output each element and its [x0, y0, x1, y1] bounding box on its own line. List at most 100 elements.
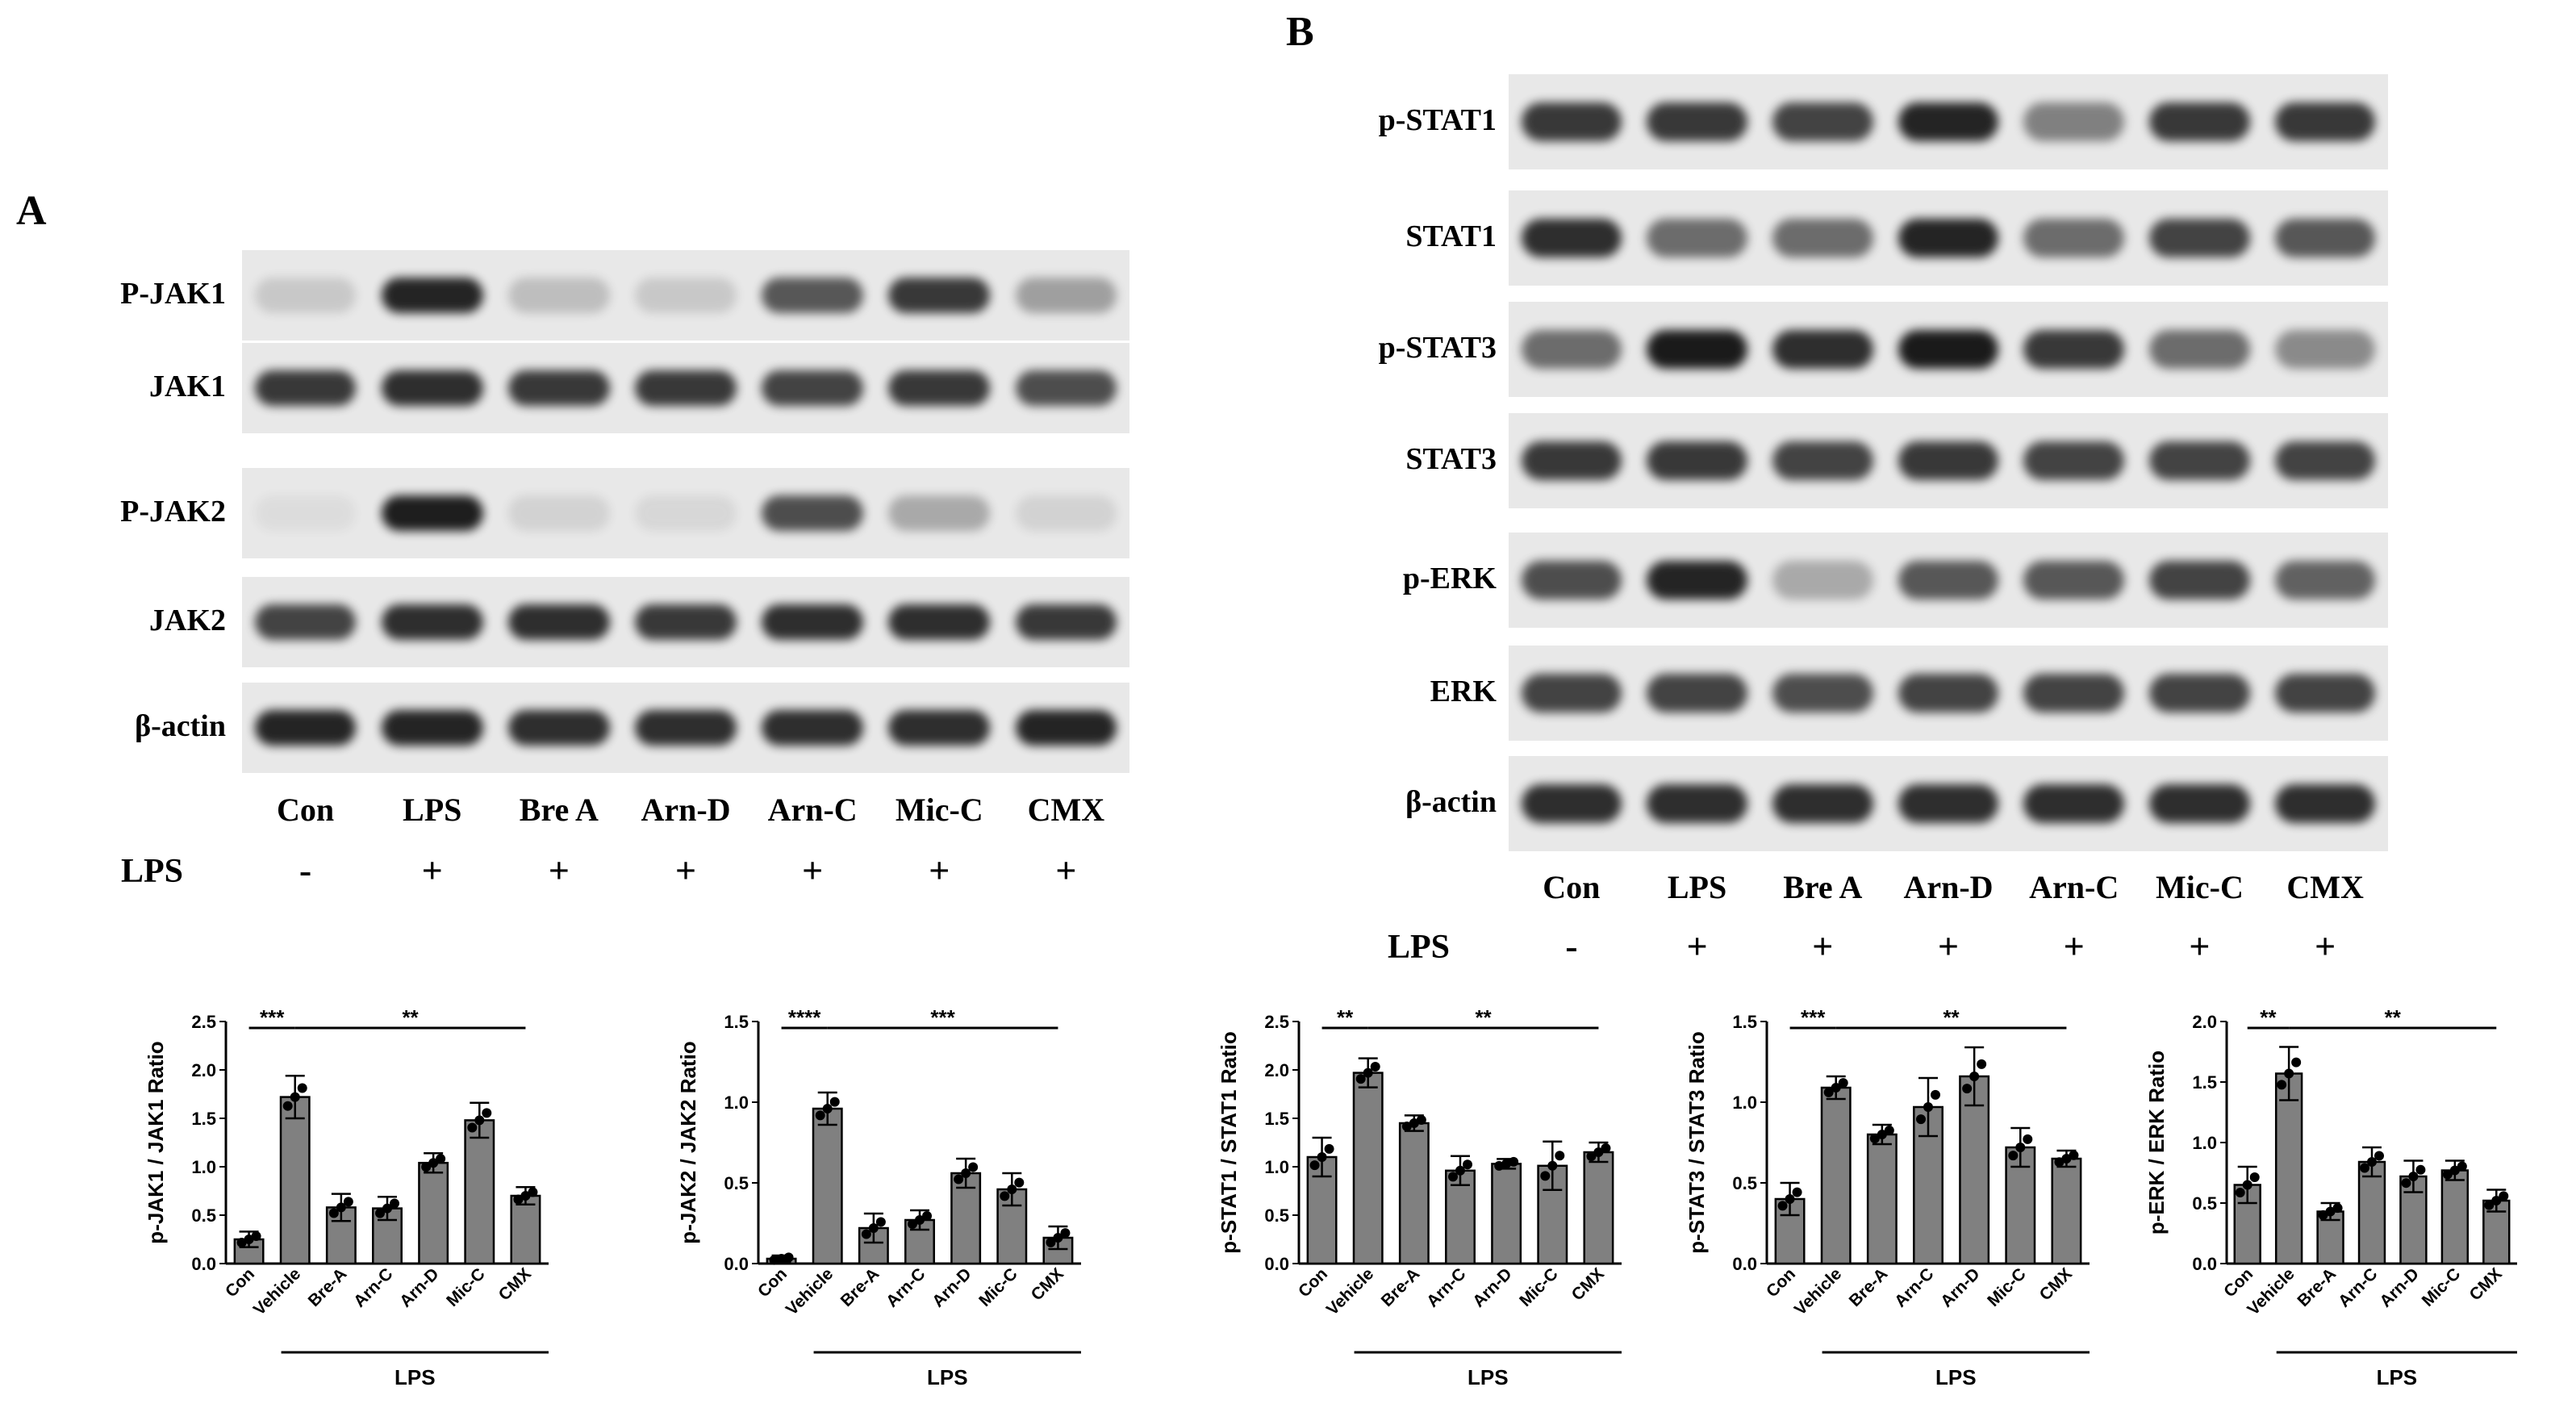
blot-band	[762, 709, 863, 746]
x-tick-label: Vehicle	[1791, 1264, 1845, 1318]
blot-band	[2149, 330, 2250, 369]
lps-row-label: LPS	[1388, 929, 1451, 966]
blot-band	[1647, 102, 1747, 141]
blot-band	[1772, 784, 1873, 823]
bar	[464, 1119, 495, 1265]
data-point	[922, 1210, 932, 1221]
blot-band	[1521, 784, 1622, 823]
bar	[2051, 1157, 2082, 1265]
lane-label: Con	[1543, 869, 1601, 905]
sig-stars: ***	[260, 1005, 285, 1030]
x-tick-label: Con	[222, 1264, 258, 1301]
bar-chart-svg: 0.0 0.5 1.0 1.5 2.0 p-ERK / ERK Ratio ConVehic…	[2144, 1005, 2517, 1389]
blot-band	[381, 277, 483, 314]
y-tick-label: 2.5	[1264, 1012, 1289, 1032]
lps-group-label: LPS	[1468, 1365, 1509, 1389]
data-point	[2061, 1154, 2072, 1164]
data-point	[520, 1191, 531, 1201]
blot-band	[1015, 277, 1117, 314]
blot-band	[1772, 441, 1873, 480]
y-tick-label: 1.0	[1732, 1093, 1757, 1113]
data-point	[1455, 1165, 1465, 1176]
blot-band	[2274, 102, 2376, 141]
blot-label--actin: β-actin	[1405, 785, 1497, 819]
blot-band	[888, 370, 991, 407]
x-tick-label: Bre-A	[2294, 1264, 2340, 1310]
lps-sign: +	[2315, 925, 2336, 967]
bar	[2440, 1169, 2470, 1265]
blot-band	[635, 709, 737, 746]
x-tick-label: CMX	[2466, 1264, 2506, 1304]
data-point	[961, 1168, 971, 1178]
bar	[1583, 1151, 1614, 1265]
x-tick-label: Arn-D	[929, 1264, 975, 1311]
data-point	[829, 1097, 840, 1107]
lps-sign: +	[1686, 925, 1708, 967]
blot-band	[762, 277, 863, 314]
data-point	[1324, 1143, 1334, 1154]
data-point	[2499, 1191, 2509, 1201]
lane-label: Bre A	[519, 792, 599, 828]
x-tick-label: Arn-D	[1937, 1264, 1984, 1311]
blot-band	[1015, 709, 1117, 746]
lps-group-label: LPS	[395, 1365, 436, 1389]
blot-label-jak2: JAK2	[149, 604, 226, 637]
blot-band	[888, 604, 991, 641]
blot-band	[1898, 330, 1999, 369]
blot-strip	[242, 683, 1129, 773]
data-point	[1448, 1172, 1458, 1182]
lane-label: Mic-C	[895, 792, 983, 828]
blot-band	[381, 370, 483, 407]
y-tick-label: 1.0	[724, 1093, 749, 1113]
x-tick-label: Arn-C	[883, 1264, 929, 1311]
blot-band	[2274, 784, 2376, 823]
y-tick-label: 0.0	[724, 1254, 749, 1274]
sig-stars: ****	[788, 1005, 821, 1030]
bar	[1398, 1122, 1430, 1265]
bar	[812, 1107, 843, 1265]
lane-label: LPS	[1667, 869, 1727, 905]
blot-band	[254, 709, 357, 746]
data-point	[2408, 1172, 2419, 1181]
blot-band	[1647, 219, 1747, 257]
lane-label: Con	[277, 792, 335, 828]
bar-chart-svg: 0.0 0.5 1.0 1.5 2.0 2.5 p-STAT1 / STAT1 Ratio C…	[1217, 1005, 1622, 1389]
blot-band	[2149, 561, 2250, 600]
lane-label: CMX	[2286, 869, 2364, 905]
data-point	[1547, 1160, 1558, 1171]
data-point	[2367, 1157, 2377, 1167]
data-point	[2284, 1068, 2294, 1079]
data-point	[908, 1219, 917, 1230]
data-point	[815, 1110, 825, 1121]
blot-band	[254, 604, 357, 641]
data-point	[1046, 1237, 1056, 1247]
y-tick-label: 0.5	[724, 1173, 749, 1193]
x-tick-label: Con	[1295, 1264, 1331, 1301]
y-axis-label: p-STAT1 / STAT1 Ratio	[1217, 1031, 1241, 1253]
data-point	[1838, 1078, 1848, 1088]
y-tick-label: 1.0	[2192, 1133, 2217, 1153]
data-point	[2023, 1134, 2033, 1144]
data-point	[390, 1198, 399, 1209]
lps-group-label: LPS	[2377, 1365, 2418, 1389]
blot-band	[2274, 330, 2376, 369]
sig-stars: **	[2385, 1005, 2402, 1030]
data-point	[783, 1252, 794, 1263]
lane-label: Arn-C	[767, 792, 858, 828]
data-point	[297, 1083, 307, 1093]
lps-sign: +	[802, 850, 824, 891]
blot-band	[888, 709, 991, 746]
data-point	[1317, 1152, 1327, 1162]
blot-band	[2149, 441, 2250, 480]
y-tick-label: 0.5	[1732, 1173, 1757, 1193]
blot-label-jak1: JAK1	[149, 370, 226, 403]
y-tick-label: 2.0	[191, 1060, 216, 1080]
panel-letter-b: B	[1286, 9, 1314, 55]
data-point	[421, 1162, 432, 1172]
data-point	[1000, 1191, 1010, 1201]
x-tick-label: Arn-C	[1423, 1264, 1470, 1311]
y-tick-label: 1.0	[191, 1157, 216, 1177]
blot-band	[2149, 784, 2250, 823]
data-point	[2291, 1057, 2302, 1067]
data-point	[1962, 1084, 1973, 1094]
